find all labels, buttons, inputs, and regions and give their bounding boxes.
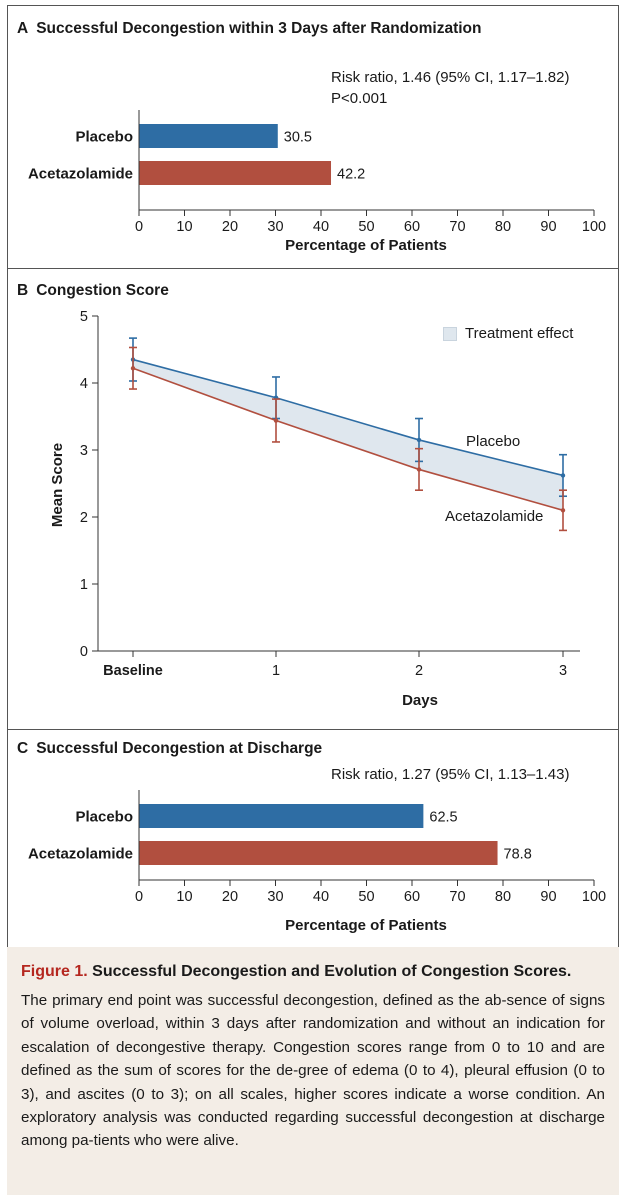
panel-a-x-axis-title: Percentage of Patients	[285, 237, 447, 254]
caption-title: Successful Decongestion and Evolution of…	[92, 963, 572, 980]
panel-b-title-text: Congestion Score	[36, 282, 169, 299]
data-point-acetazolamide	[560, 508, 566, 513]
panel-a-stat-line2: P<0.001	[331, 90, 387, 107]
caption-label: Figure 1.	[21, 963, 88, 980]
panel-c-x-tick-label: 60	[404, 889, 420, 905]
panel-c-data-label-placebo: 62.5	[429, 810, 457, 826]
data-point-placebo	[416, 437, 422, 443]
panel-c-x-tick-label: 70	[449, 889, 465, 905]
panel-b-x-tick-label: 2	[415, 663, 423, 679]
panel-c-x-tick-label: 0	[135, 889, 143, 905]
panel-b-x-tick-label: 3	[559, 663, 567, 679]
panel-c-x-tick-label: 100	[582, 889, 606, 905]
panel-b-y-tick-label: 2	[80, 510, 88, 526]
panel-b-x-axis-title: Days	[402, 692, 438, 709]
series-line-placebo	[132, 358, 564, 477]
figure-caption: Figure 1. Successful Decongestion and Ev…	[7, 947, 619, 1195]
panel-c-bar-acetazolamide	[139, 841, 498, 865]
panel-c-x-tick-label: 30	[267, 889, 283, 905]
panel-a-category-label-acetazolamide: Acetazolamide	[28, 166, 133, 183]
data-point-acetazolamide	[273, 418, 279, 423]
panel-c-stat-line1: Risk ratio, 1.27 (95% CI, 1.13–1.43)	[331, 766, 569, 783]
panel-a-x-tick-label: 20	[222, 219, 238, 235]
panel-b-series-label-acetazolamide: Acetazolamide	[445, 508, 543, 525]
legend-label-treatment-effect: Treatment effect	[465, 325, 574, 342]
panel-divider	[7, 268, 619, 269]
panel-c-x-tick-label: 90	[540, 889, 556, 905]
panel-b-y-tick-label: 3	[80, 443, 88, 459]
panel-b-y-tick-label: 5	[80, 309, 88, 325]
panel-c-title-text: Successful Decongestion at Discharge	[36, 740, 323, 757]
panel-a-x-tick-label: 70	[449, 219, 465, 235]
panel-c-letter: C	[17, 740, 29, 757]
caption-heading: Figure 1. Successful Decongestion and Ev…	[21, 961, 605, 983]
panel-c-x-tick-label: 10	[176, 889, 192, 905]
panel-b-letter: B	[17, 282, 29, 299]
panel-a-data-label-placebo: 30.5	[284, 130, 312, 146]
panel-a-x-tick-label: 30	[267, 219, 283, 235]
panel-c-x-tick-label: 40	[313, 889, 329, 905]
data-point-acetazolamide	[130, 366, 136, 371]
data-point-placebo	[560, 473, 566, 478]
panel-b-title: B Congestion Score	[17, 282, 169, 300]
panel-a-title-text: Successful Decongestion within 3 Days af…	[36, 20, 482, 37]
panel-a-x-tick-label: 60	[404, 219, 420, 235]
data-point-acetazolamide	[416, 467, 422, 472]
panel-c-x-tick-label: 20	[222, 889, 238, 905]
panel-c-x-axis-title: Percentage of Patients	[285, 917, 447, 934]
panel-b-y-tick-label: 0	[80, 644, 88, 660]
panel-a-x-tick-label: 50	[358, 219, 374, 235]
panel-c-chart: Risk ratio, 1.27 (95% CI, 1.13–1.43) Pla…	[28, 766, 606, 934]
panel-b-series-label-placebo: Placebo	[466, 433, 520, 450]
panel-b-y-axis-title: Mean Score	[49, 443, 66, 527]
panel-a-x-tick-label: 0	[135, 219, 143, 235]
panel-a-chart: Risk ratio, 1.46 (95% CI, 1.17–1.82) P<0…	[28, 69, 606, 254]
panel-c-data-label-acetazolamide: 78.8	[504, 847, 532, 863]
panel-a-x-tick-label: 100	[582, 219, 606, 235]
panel-b-x-tick-label: 1	[272, 663, 280, 679]
panel-a-stat-line1: Risk ratio, 1.46 (95% CI, 1.17–1.82)	[331, 69, 569, 86]
panel-a-data-label-acetazolamide: 42.2	[337, 167, 365, 183]
treatment-effect-area	[133, 359, 563, 511]
panel-c-title: C Successful Decongestion at Discharge	[17, 740, 322, 758]
panel-b-y-tick-label: 4	[80, 376, 88, 392]
panel-b-legend: Treatment effect	[443, 325, 573, 342]
panel-a-x-tick-label: 80	[495, 219, 511, 235]
panel-a-title: A Successful Decongestion within 3 Days a…	[17, 20, 482, 38]
panel-a-x-tick-label: 90	[540, 219, 556, 235]
panel-c-x-tick-label: 50	[358, 889, 374, 905]
panel-a-letter: A	[17, 20, 29, 37]
panel-c-category-label-placebo: Placebo	[75, 809, 133, 826]
panel-c-bar-placebo	[139, 804, 424, 828]
panel-b-x-tick-label: Baseline	[103, 663, 163, 679]
panel-a-x-tick-label: 10	[176, 219, 192, 235]
panel-b-y-tick-label: 1	[80, 577, 88, 593]
panel-a-bar-acetazolamide	[139, 161, 332, 185]
panel-a-category-label-placebo: Placebo	[75, 129, 133, 146]
panel-c-x-tick-label: 80	[495, 889, 511, 905]
treatment-effect-swatch	[443, 326, 457, 341]
panel-a-bar-placebo	[139, 124, 278, 148]
caption-body: The primary end point was successful dec…	[21, 992, 605, 1150]
series-line-acetazolamide	[132, 367, 564, 512]
panel-c-category-label-acetazolamide: Acetazolamide	[28, 846, 133, 863]
panel-divider	[7, 729, 619, 730]
panel-a-x-tick-label: 40	[313, 219, 329, 235]
